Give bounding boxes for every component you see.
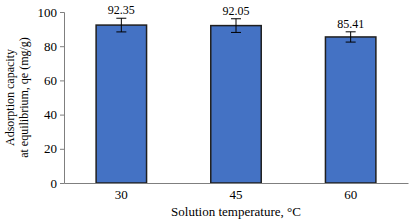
y-axis-title: Adsorption capacityat equilibrium, qe (m… [3, 37, 31, 158]
error-stem [350, 32, 351, 42]
y-tick: 40 [44, 107, 64, 122]
y-axis: 0 20 40 60 80 100 [38, 5, 65, 191]
bar [211, 26, 261, 183]
data-labels: 92.35 92.05 85.41 [108, 3, 364, 31]
y-tick-label: 0 [51, 176, 58, 191]
y-tick-mark [60, 46, 64, 47]
x-tick-label: 30 [115, 187, 128, 202]
error-bar [116, 18, 126, 32]
plot: 0 20 40 60 80 100 30 45 60 92.35 92.05 85.41 [38, 3, 409, 202]
x-axis-line [65, 183, 409, 184]
y-tick: 100 [38, 5, 65, 20]
error-stem [121, 18, 122, 32]
x-tick-label: 45 [230, 187, 243, 202]
y-tick-mark [60, 183, 64, 184]
y-tick-label: 40 [44, 107, 57, 122]
bar [96, 25, 146, 183]
y-tick-label: 80 [44, 39, 57, 54]
y-tick-label: 100 [38, 5, 58, 20]
x-tick: 30 [115, 183, 128, 202]
y-axis-title-line: at equilibrium, qe (mg/g) [17, 37, 31, 158]
data-label: 92.05 [223, 4, 250, 18]
x-tick-label: 60 [344, 187, 357, 202]
y-tick-mark [60, 149, 64, 150]
y-axis-line [60, 13, 65, 184]
x-axis-title: Solution temperature, °C [171, 204, 301, 219]
y-tick-mark [60, 80, 64, 81]
data-label: 85.41 [337, 17, 364, 31]
error-cap [346, 42, 356, 43]
y-tick: 0 [51, 176, 65, 191]
error-cap [116, 18, 126, 19]
error-bar [231, 19, 241, 33]
y-tick-mark [60, 115, 64, 116]
y-tick-mark [60, 12, 64, 13]
error-cap [231, 18, 241, 19]
y-tick-label: 60 [44, 73, 57, 88]
error-cap [116, 31, 126, 32]
y-tick: 80 [44, 39, 64, 54]
x-tick: 60 [344, 183, 357, 202]
y-axis-title-line: Adsorption capacity [3, 49, 17, 146]
chart: 0 20 40 60 80 100 30 45 60 92.35 92.05 85.41 Solutio… [0, 0, 414, 221]
marks [96, 18, 376, 183]
x-tick: 45 [230, 183, 243, 202]
error-cap [231, 32, 241, 33]
x-axis: 30 45 60 [65, 183, 409, 202]
y-tick-label: 20 [44, 141, 57, 156]
error-bar [346, 32, 356, 42]
error-stem [236, 19, 237, 33]
bar [325, 37, 375, 183]
y-tick: 60 [44, 73, 64, 88]
y-tick: 20 [44, 141, 64, 156]
data-label: 92.35 [108, 3, 135, 17]
error-cap [346, 31, 356, 32]
